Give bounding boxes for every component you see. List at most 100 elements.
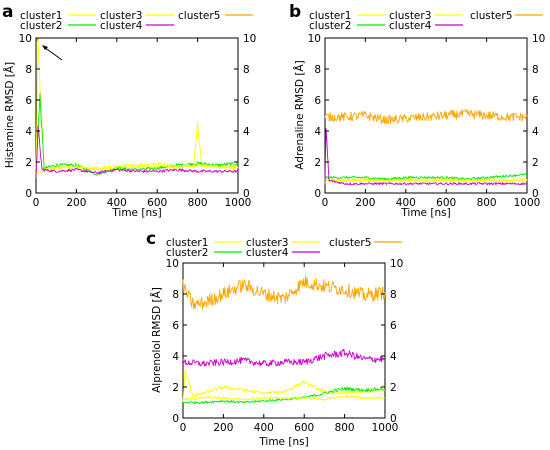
y-tick-label: 8 (172, 289, 179, 301)
series-line-cluster4 (324, 128, 528, 186)
y2-tick-label: 6 (243, 95, 250, 107)
panel-letter: c (146, 229, 156, 249)
series-line-cluster3 (35, 161, 239, 174)
y2-tick-label: 10 (243, 33, 256, 45)
y-tick-label: 8 (314, 64, 321, 76)
series-line-cluster5 (182, 275, 386, 310)
y2-tick-label: 6 (390, 320, 397, 332)
series-line-cluster2 (35, 93, 239, 176)
legend-label: cluster1 (20, 10, 62, 22)
series-line-cluster4 (182, 348, 386, 367)
legend-label: cluster1 (166, 237, 208, 249)
y-tick-label: 2 (314, 157, 321, 169)
legend: cluster1 cluster2 cluster3 cluster4 clus… (166, 237, 402, 259)
y2-tick-label: 2 (532, 157, 539, 169)
x-tick-label: 800 (188, 197, 208, 209)
x-tick-label: 400 (396, 197, 416, 209)
y2-tick-label: 0 (532, 188, 539, 200)
y-tick-label: 6 (25, 95, 32, 107)
plot-frame (35, 37, 239, 194)
y2-tick-label: 2 (243, 157, 250, 169)
y2-tick-label: 2 (390, 382, 397, 394)
panel-c: c cluster1 cluster2 cluster3 cluster4 cl… (146, 229, 403, 448)
y-axis-label: Histamine RMSD [Å] (3, 62, 16, 168)
series-line-cluster1 (35, 38, 239, 172)
x-axis-label: Time [ns] (400, 207, 450, 219)
y2-tick-label: 8 (532, 64, 539, 76)
y2-tick-label: 8 (390, 289, 397, 301)
y-tick-label: 10 (166, 258, 179, 270)
x-tick-label: 1000 (225, 197, 252, 209)
legend-label: cluster5 (470, 10, 512, 22)
x-axis-label: Time [ns] (258, 436, 308, 448)
legend-label: cluster5 (178, 10, 220, 22)
y-tick-label: 2 (172, 382, 179, 394)
legend: cluster1 cluster2 cluster3 cluster4 clus… (309, 10, 543, 32)
y-tick-label: 0 (25, 188, 32, 200)
series-line-cluster2 (324, 173, 527, 181)
legend-label: cluster1 (309, 10, 351, 22)
x-tick-label: 200 (355, 197, 375, 209)
y-tick-label: 10 (308, 33, 321, 45)
x-tick-label: 600 (436, 197, 456, 209)
y-tick-label: 6 (172, 320, 179, 332)
legend-label: cluster4 (389, 20, 432, 32)
y-tick-label: 6 (314, 95, 321, 107)
annotation-arrow (42, 45, 63, 61)
panel-a: a cluster1 cluster2 cluster3 cluster4 cl… (2, 2, 256, 219)
x-tick-label: 0 (180, 422, 187, 434)
y-tick-label: 0 (172, 413, 179, 425)
legend-label: cluster2 (20, 20, 62, 32)
legend-label: cluster2 (309, 20, 351, 32)
x-tick-label: 200 (213, 422, 233, 434)
x-tick-label: 1000 (514, 197, 541, 209)
panel-b: b cluster1 cluster2 cluster3 cluster4 cl… (289, 2, 545, 219)
panel-letter: a (2, 2, 13, 22)
legend: cluster1 cluster2 cluster3 cluster4 clus… (20, 10, 253, 32)
legend-label: cluster2 (166, 247, 208, 259)
series-line-cluster5 (324, 108, 528, 125)
y-tick-label: 10 (19, 33, 32, 45)
legend-label: cluster5 (329, 237, 371, 249)
x-tick-label: 0 (33, 197, 40, 209)
y-tick-label: 4 (172, 351, 179, 363)
x-tick-label: 600 (147, 197, 167, 209)
x-tick-label: 800 (335, 422, 355, 434)
series-line-cluster2 (182, 386, 386, 405)
plot-frame (182, 262, 386, 419)
legend-label: cluster3 (389, 10, 431, 22)
y2-tick-label: 0 (390, 413, 397, 425)
series-line-cluster3 (182, 394, 385, 401)
y-tick-label: 4 (25, 126, 32, 138)
x-axis-label: Time [ns] (111, 207, 161, 219)
panel-letter: b (289, 2, 301, 22)
y2-tick-label: 10 (532, 33, 545, 45)
y2-tick-label: 4 (390, 351, 397, 363)
y2-tick-label: 0 (243, 188, 250, 200)
series-line-cluster3 (324, 179, 528, 183)
legend-label: cluster3 (246, 237, 288, 249)
legend-label: cluster4 (100, 20, 143, 32)
y2-tick-label: 8 (243, 64, 250, 76)
y2-tick-label: 10 (390, 258, 403, 270)
y2-tick-label: 4 (532, 126, 539, 138)
y-tick-label: 2 (25, 157, 32, 169)
y-tick-label: 8 (25, 64, 32, 76)
x-tick-label: 0 (322, 197, 329, 209)
series-line-cluster4 (35, 125, 239, 178)
x-tick-label: 400 (254, 422, 274, 434)
x-tick-label: 400 (107, 197, 127, 209)
x-tick-label: 600 (294, 422, 314, 434)
y-tick-label: 4 (314, 126, 321, 138)
y2-tick-label: 4 (243, 126, 250, 138)
y-tick-label: 0 (314, 188, 321, 200)
y-axis-label: Adrenaline RMSD [Å] (293, 60, 306, 169)
y-axis-label: Alprenolol RMSD [Å] (150, 287, 163, 393)
legend-label: cluster4 (246, 247, 289, 259)
x-tick-label: 800 (477, 197, 497, 209)
x-tick-label: 200 (66, 197, 86, 209)
